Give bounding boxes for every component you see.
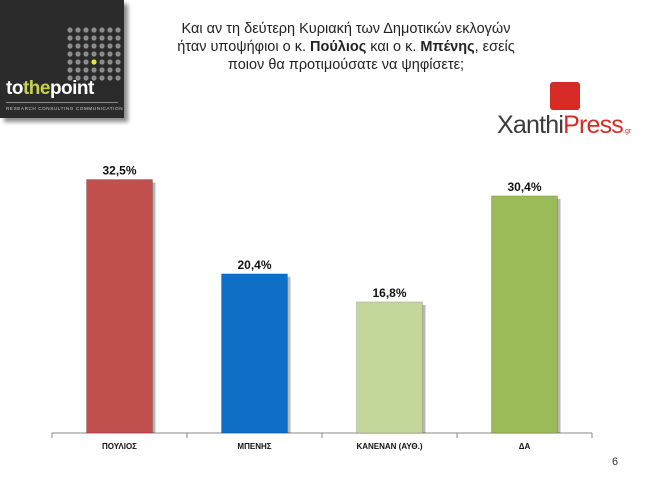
highlight-dot bbox=[91, 59, 97, 65]
logo-dot bbox=[83, 59, 89, 65]
logo-dot bbox=[83, 51, 89, 57]
logo-dot bbox=[107, 67, 113, 73]
logo-dot bbox=[115, 27, 121, 33]
logo-dot bbox=[107, 75, 113, 81]
tothepoint-logo: tothepoint RESEARCH CONSULTING COMMUNICA… bbox=[0, 0, 124, 118]
logo-dot bbox=[75, 67, 81, 73]
bar bbox=[491, 195, 558, 434]
logo-dot bbox=[83, 67, 89, 73]
logo-dot bbox=[83, 35, 89, 41]
data-label: 30,4% bbox=[507, 180, 541, 194]
category-label: ΔΑ bbox=[519, 442, 531, 451]
logo-dot bbox=[99, 51, 105, 57]
logo-dot bbox=[67, 27, 73, 33]
logo-dot bbox=[107, 43, 113, 49]
logo-dot bbox=[99, 35, 105, 41]
bar bbox=[356, 301, 423, 434]
logo-dot bbox=[107, 51, 113, 57]
question-line-1: Και αν τη δεύτερη Κυριακή των Δημοτικών … bbox=[181, 21, 511, 37]
logo-dot bbox=[83, 27, 89, 33]
logo-dot bbox=[107, 27, 113, 33]
logo-dot bbox=[91, 75, 97, 81]
logo-wordmark: tothepoint bbox=[6, 78, 94, 99]
logo-dot bbox=[91, 51, 97, 57]
category-label: ΜΠΕΝΗΣ bbox=[237, 442, 271, 451]
candidate-name-benis: Μπένης bbox=[420, 39, 475, 55]
logo-dot bbox=[91, 43, 97, 49]
question-line-3: ποιον θα προτιμούσατε να ψηφίσετε; bbox=[227, 57, 465, 73]
logo-dot bbox=[107, 35, 113, 41]
dot-grid-icon bbox=[67, 27, 121, 81]
xanthipress-logo-mark bbox=[550, 82, 580, 110]
logo-dot bbox=[75, 27, 81, 33]
logo-dot bbox=[99, 27, 105, 33]
logo-dot bbox=[115, 59, 121, 65]
logo-dot bbox=[75, 59, 81, 65]
logo-dot bbox=[67, 75, 73, 81]
data-label: 32,5% bbox=[102, 164, 136, 178]
logo-dot bbox=[99, 43, 105, 49]
logo-dot bbox=[99, 67, 105, 73]
question-line-2: ήταν υποψήφιοι ο κ. Πούλιος και ο κ. Μπέ… bbox=[177, 39, 515, 55]
data-label: 16,8% bbox=[372, 286, 406, 300]
logo-dot bbox=[107, 59, 113, 65]
logo-dot bbox=[99, 75, 105, 81]
logo-dot bbox=[91, 67, 97, 73]
logo-dot bbox=[83, 43, 89, 49]
logo-dot bbox=[67, 59, 73, 65]
bar bbox=[221, 273, 288, 434]
logo-tagline: RESEARCH CONSULTING COMMUNICATION bbox=[6, 106, 124, 111]
logo-dot bbox=[67, 51, 73, 57]
survey-question: Και αν τη δεύτερη Κυριακή των Δημοτικών … bbox=[160, 20, 532, 74]
logo-dot bbox=[83, 75, 89, 81]
page-number: 6 bbox=[612, 456, 619, 468]
logo-dot bbox=[75, 75, 81, 81]
logo-divider bbox=[6, 102, 118, 103]
category-label: ΚΑΝΕΝΑΝ (ΑΥΘ.) bbox=[356, 442, 422, 451]
logo-dot bbox=[75, 43, 81, 49]
logo-dot bbox=[91, 27, 97, 33]
category-label: ΠΟΥΛΙΟΣ bbox=[102, 442, 137, 451]
logo-dot bbox=[67, 43, 73, 49]
logo-dot bbox=[115, 75, 121, 81]
logo-dot bbox=[99, 59, 105, 65]
logo-dot bbox=[75, 35, 81, 41]
bar-chart: 32,5% ΠΟΥΛΙΟΣ 20,4% ΜΠΕΝΗΣ 16,8% ΚΑΝΕΝΑΝ (ΑΥΘ… bbox=[51, 164, 593, 451]
logo-dot bbox=[67, 67, 73, 73]
candidate-name-poulios: Πούλιος bbox=[310, 39, 367, 55]
xanthipress-logo: XanthiPress.gr bbox=[497, 111, 632, 139]
logo-dot bbox=[115, 35, 121, 41]
data-label: 20,4% bbox=[237, 258, 271, 272]
logo-dot bbox=[91, 35, 97, 41]
logo-dot bbox=[67, 35, 73, 41]
bar bbox=[86, 179, 153, 434]
logo-dot bbox=[75, 51, 81, 57]
logo-dot bbox=[115, 43, 121, 49]
logo-dot bbox=[115, 51, 121, 57]
logo-dot bbox=[115, 67, 121, 73]
